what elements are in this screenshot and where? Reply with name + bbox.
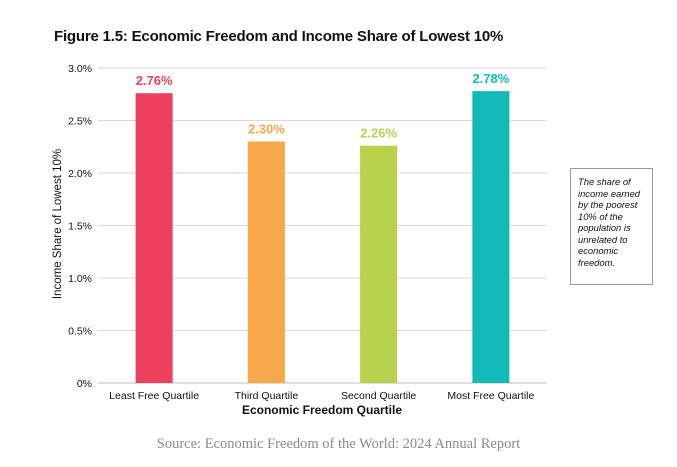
gridlines — [98, 67, 547, 384]
bar-2 — [247, 141, 285, 383]
y-tick-label: 1.0% — [68, 273, 92, 285]
bar-3 — [360, 145, 398, 383]
y-tick-label: 2.5% — [68, 116, 92, 128]
y-tick-label: 1.5% — [68, 221, 92, 233]
value-label: 2.76% — [136, 73, 173, 88]
y-tick-label: 3.0% — [68, 63, 92, 75]
x-tick-label: Second Quartile — [341, 390, 416, 402]
y-tick-label: 0.5% — [68, 326, 92, 338]
x-tick-label: Most Free Quartile — [447, 390, 534, 402]
bar-4 — [472, 91, 510, 383]
value-label: 2.30% — [248, 122, 285, 137]
chart-title: Figure 1.5: Economic Freedom and Income … — [54, 28, 504, 45]
x-tick-label: Third Quartile — [235, 390, 299, 402]
y-tick-label: 0% — [77, 378, 92, 390]
value-labels: 2.76% 2.30% 2.26% 2.78% — [136, 71, 510, 141]
x-tick-label: Least Free Quartile — [109, 390, 199, 402]
bar-1 — [135, 93, 173, 383]
x-axis-ticks: Least Free Quartile Third Quartile Second … — [109, 390, 534, 402]
y-axis-label: Income Share of Lowest 10% — [52, 149, 64, 299]
y-axis-ticks: 0% 0.5% 1.0% 1.5% 2.0% 2.5% 3.0% — [68, 63, 92, 390]
x-axis-label: Economic Freedom Quartile — [242, 403, 402, 417]
annotation-note: The share of income earned by the poores… — [570, 168, 653, 285]
value-label: 2.78% — [472, 71, 509, 86]
bars — [135, 91, 510, 383]
source-caption: Source: Economic Freedom of the World: 2… — [156, 436, 521, 452]
value-label: 2.26% — [360, 126, 397, 141]
y-tick-label: 2.0% — [68, 168, 92, 180]
